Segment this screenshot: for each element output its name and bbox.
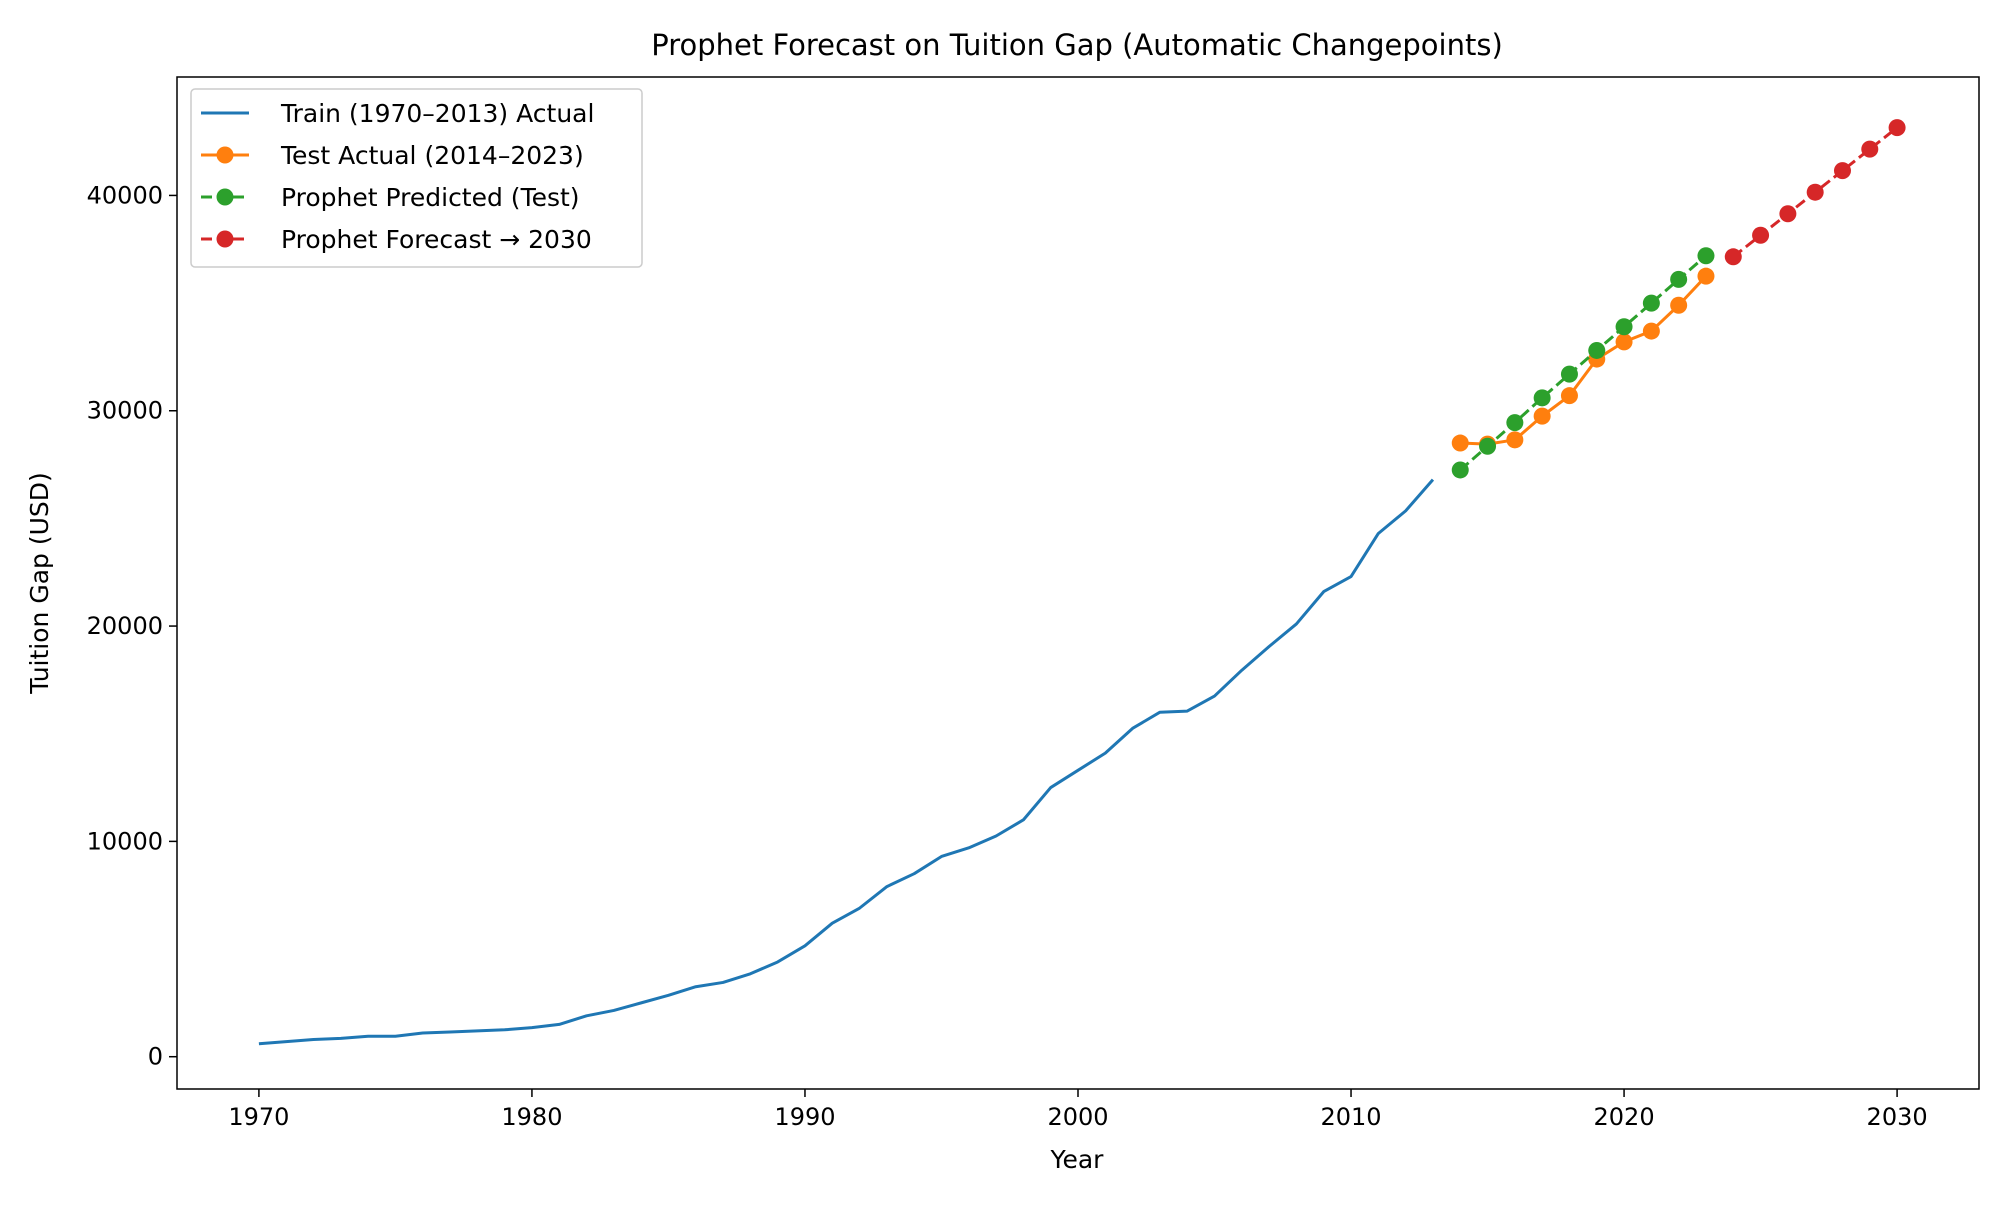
data-point: [1642, 294, 1660, 312]
x-axis: 1970 1980 1990 2000 2010 2020 2030: [228, 1089, 1928, 1131]
data-point: [1588, 341, 1606, 359]
legend-swatch-marker: [216, 230, 234, 248]
legend-item: Prophet Forecast → 2030: [201, 225, 592, 254]
x-tick-label: 1970: [228, 1103, 289, 1131]
data-point: [1806, 183, 1824, 201]
x-axis-label: Year: [1050, 1145, 1105, 1174]
x-tick-label: 1990: [774, 1103, 835, 1131]
data-point: [1560, 365, 1578, 383]
data-point: [1779, 205, 1797, 223]
x-tick-label: 1980: [501, 1103, 562, 1131]
series-line: [258, 478, 1435, 1046]
series-test-actual-2014-2023: [1451, 267, 1715, 453]
data-point: [1615, 318, 1633, 336]
y-tick-label: 0: [148, 1043, 163, 1071]
data-point: [1697, 267, 1715, 285]
legend-label: Train (1970–2013) Actual: [280, 99, 594, 128]
data-point: [1615, 333, 1633, 351]
data-point: [1560, 387, 1578, 405]
legend-item: Prophet Predicted (Test): [201, 183, 580, 212]
data-point: [1833, 162, 1851, 180]
y-tick-label: 40000: [87, 181, 163, 209]
series-layer: [258, 119, 1906, 1046]
data-point: [1506, 431, 1524, 449]
legend-item: Train (1970–2013) Actual: [201, 99, 594, 128]
data-point: [1670, 270, 1688, 288]
legend: Train (1970–2013) Actual Test Actual (201…: [190, 88, 643, 268]
data-point: [1533, 389, 1551, 407]
y-tick-label: 20000: [87, 612, 163, 640]
data-point: [1670, 296, 1688, 314]
x-tick-label: 2030: [1867, 1103, 1928, 1131]
data-point: [1697, 247, 1715, 265]
series-train-1970-2013-actual: [258, 478, 1435, 1046]
series-line: [1460, 275, 1708, 446]
series-line: [1459, 254, 1707, 472]
legend-item: Test Actual (2014–2023): [201, 141, 584, 170]
data-point: [1724, 248, 1742, 266]
data-point: [1451, 461, 1469, 479]
series-prophet-forecast-2030: [1724, 119, 1906, 266]
legend-frame: [190, 88, 643, 268]
data-point: [1451, 434, 1469, 452]
y-axis-label: Tuition Gap (USD): [25, 472, 54, 695]
legend-swatch-marker: [216, 188, 234, 206]
data-point: [1752, 226, 1770, 244]
chart-title: Prophet Forecast on Tuition Gap (Automat…: [651, 28, 1503, 62]
y-tick-label: 10000: [87, 827, 163, 855]
data-point: [1479, 437, 1497, 455]
legend-label: Prophet Predicted (Test): [281, 183, 580, 212]
legend-label: Test Actual (2014–2023): [280, 141, 584, 170]
y-axis: 0 10000 20000 30000 40000: [87, 181, 177, 1071]
data-point: [1861, 140, 1879, 158]
legend-swatch-marker: [216, 146, 234, 164]
data-point: [1533, 407, 1551, 425]
data-point: [1888, 119, 1906, 137]
x-tick-label: 2000: [1047, 1103, 1108, 1131]
data-point: [1506, 414, 1524, 432]
x-tick-label: 2020: [1594, 1103, 1655, 1131]
data-point: [1642, 322, 1660, 340]
series-prophet-predicted-test: [1451, 247, 1715, 479]
y-tick-label: 30000: [87, 397, 163, 425]
x-tick-label: 2010: [1320, 1103, 1381, 1131]
legend-label: Prophet Forecast → 2030: [281, 225, 592, 254]
